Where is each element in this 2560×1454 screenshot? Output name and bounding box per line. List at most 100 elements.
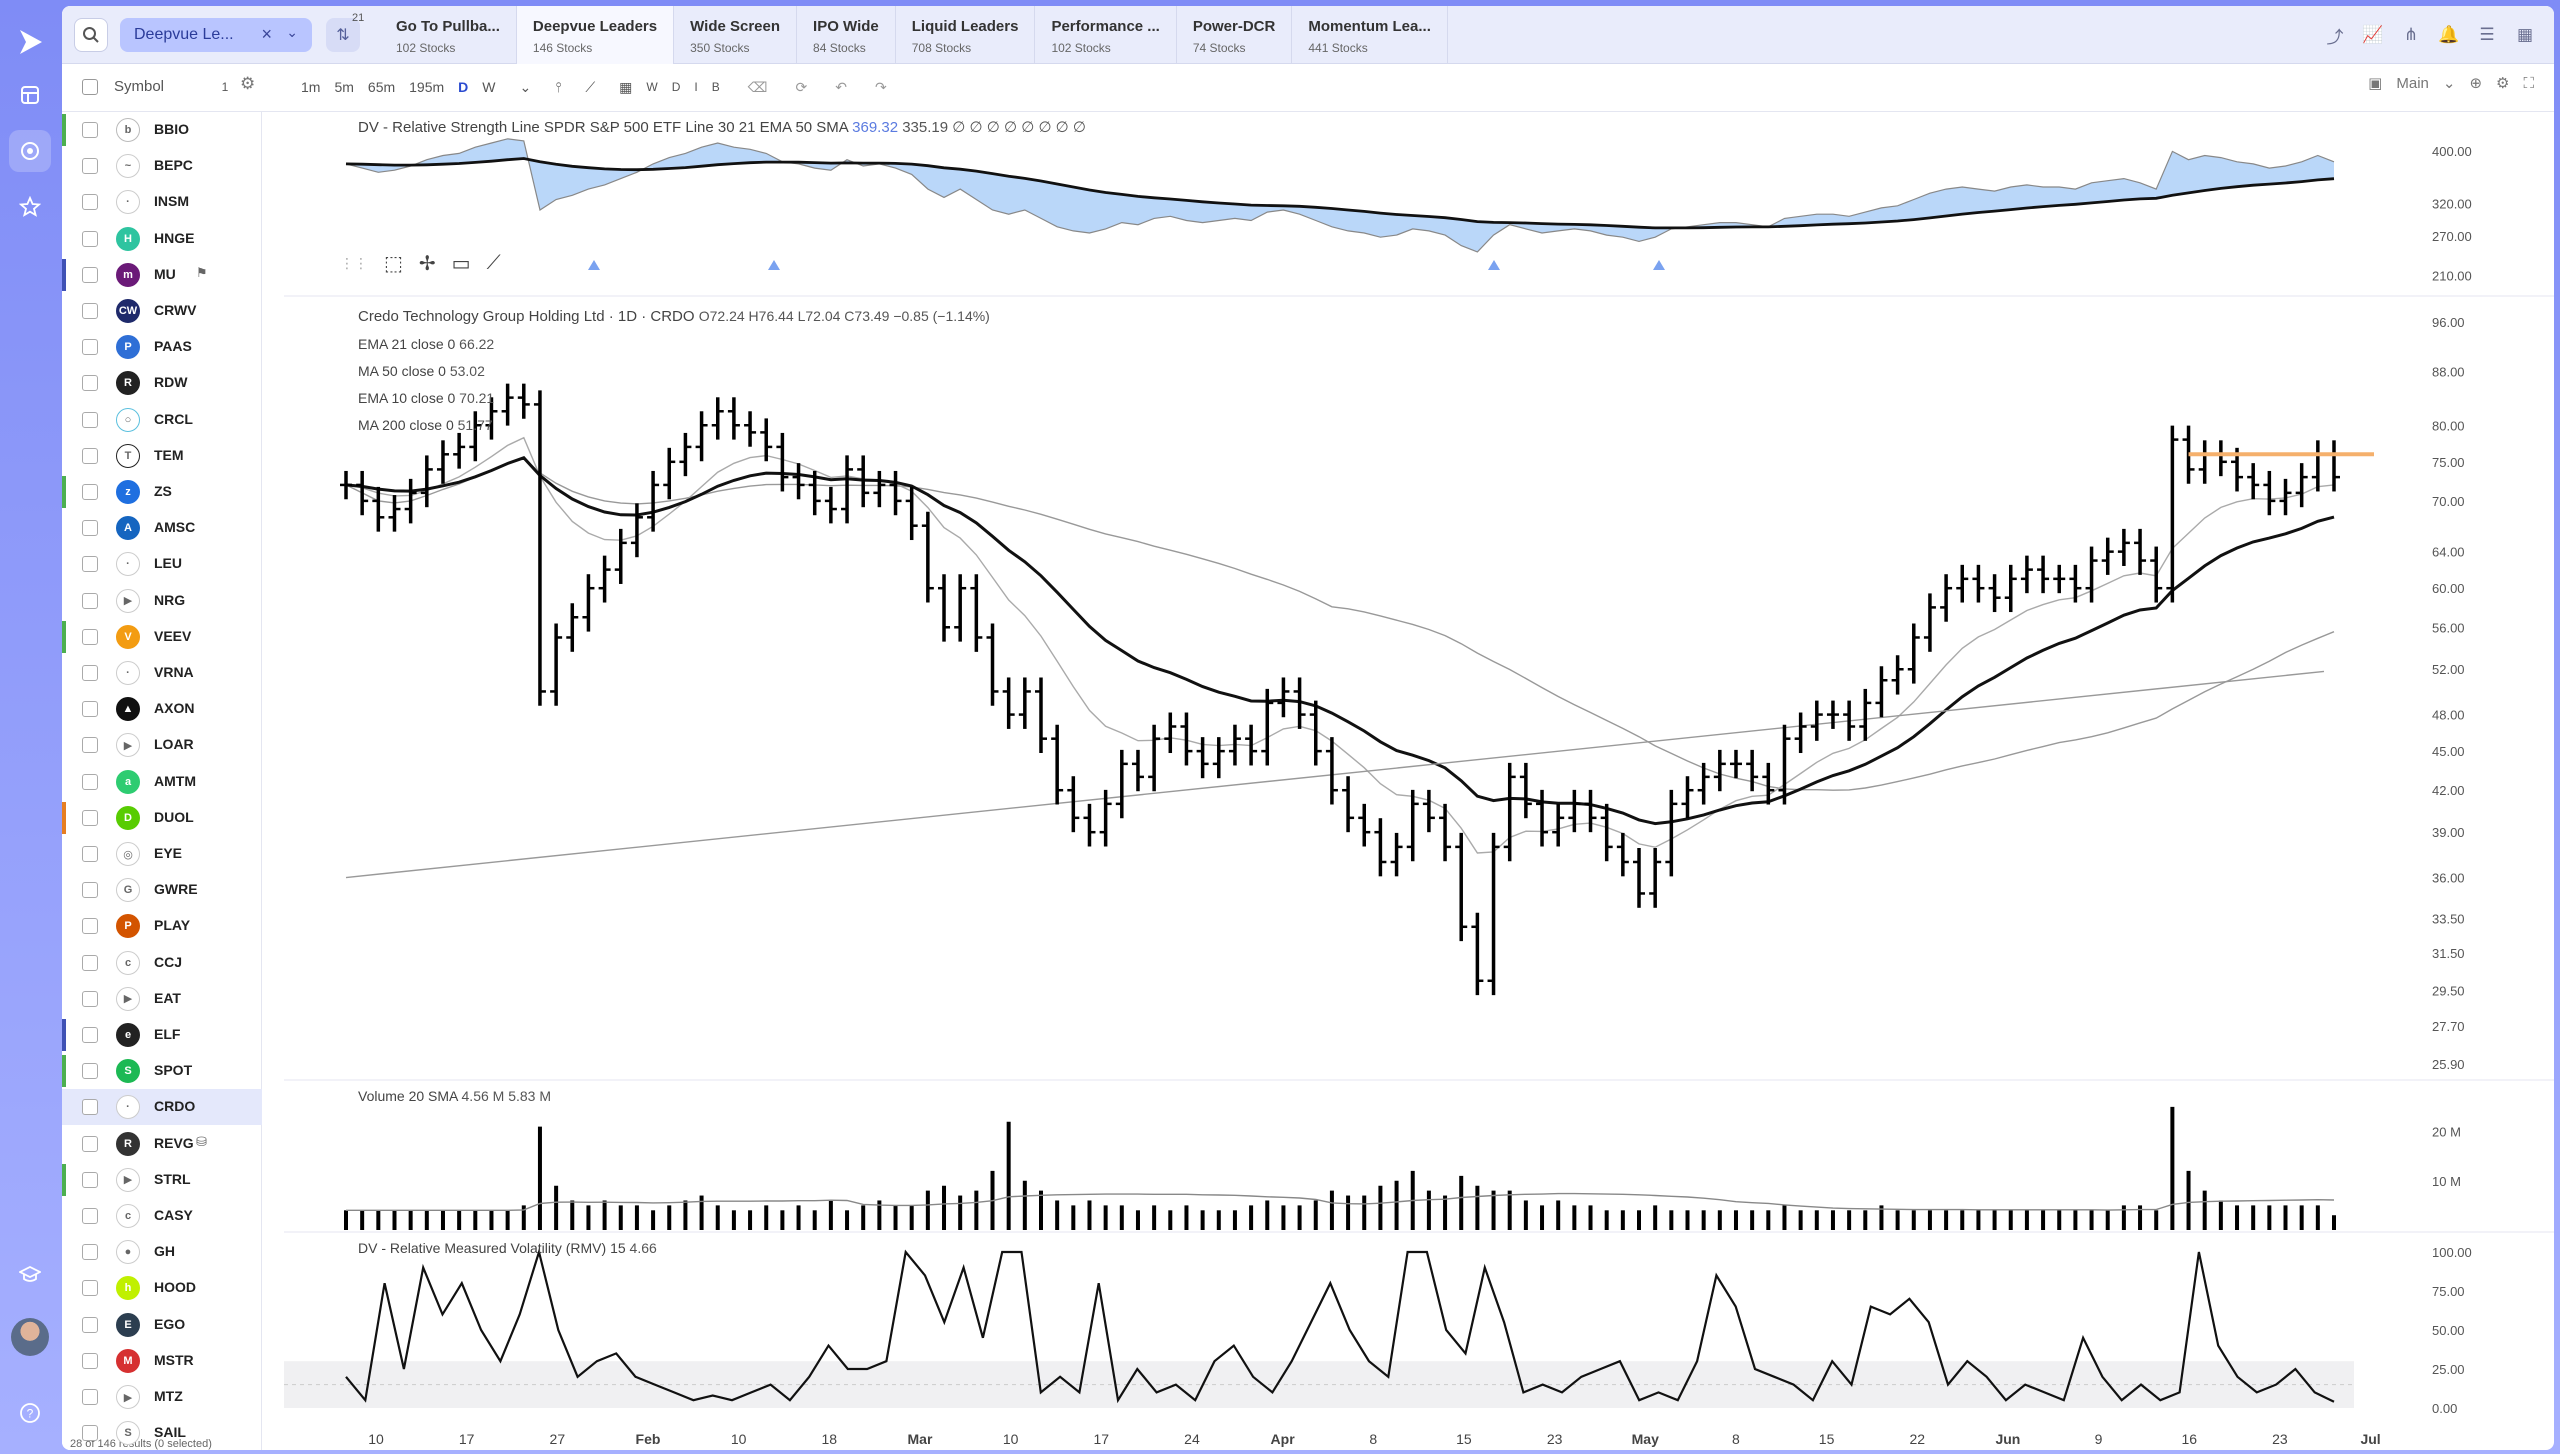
row-checkbox[interactable]: [82, 990, 98, 1007]
row-checkbox[interactable]: [82, 1171, 98, 1188]
user-avatar[interactable]: [11, 1318, 49, 1356]
favorites-star-icon[interactable]: [9, 186, 51, 228]
fullscreen-icon[interactable]: ⛶: [2523, 74, 2534, 92]
tab-7[interactable]: Momentum Lea... 441 Stocks: [1292, 6, 1448, 64]
row-checkbox[interactable]: [82, 1280, 98, 1297]
indicators-icon[interactable]: ⟋: [585, 78, 596, 95]
timeframe-195m[interactable]: 195m: [409, 79, 445, 95]
row-checkbox[interactable]: [82, 701, 98, 718]
symbol-row[interactable]: · INSM: [62, 184, 262, 220]
layout-panel-icon[interactable]: ▣: [2368, 75, 2383, 92]
row-checkbox[interactable]: [82, 303, 98, 319]
symbol-row[interactable]: ◎ EYE: [62, 836, 262, 872]
row-checkbox[interactable]: [82, 1208, 98, 1224]
symbol-row[interactable]: ▶ MTZ: [62, 1379, 262, 1415]
row-checkbox[interactable]: [82, 1316, 98, 1333]
chevron-down-icon[interactable]: ⌄: [519, 78, 532, 95]
watchlist-select[interactable]: Deepvue Le... × ⌄: [120, 18, 312, 52]
symbol-row[interactable]: M MSTR: [62, 1343, 262, 1379]
symbol-row[interactable]: P PAAS: [62, 329, 262, 365]
symbol-row[interactable]: D DUOL: [62, 800, 262, 836]
templates-icon[interactable]: ▦: [619, 78, 633, 95]
symbol-row[interactable]: A AMSC: [62, 510, 262, 546]
row-checkbox[interactable]: [82, 1425, 98, 1442]
symbol-row[interactable]: ▶ LOAR: [62, 727, 262, 763]
timeframe-w[interactable]: W: [482, 79, 496, 95]
symbol-row[interactable]: · CRDO: [62, 1089, 262, 1126]
symbol-row[interactable]: b BBIO: [62, 112, 262, 148]
refresh-icon[interactable]: ⟳: [795, 78, 808, 95]
symbol-row[interactable]: ~ BEPC: [62, 148, 262, 184]
symbol-row[interactable]: S SAIL: [62, 1415, 262, 1450]
row-checkbox[interactable]: [82, 339, 98, 356]
row-checkbox[interactable]: [82, 737, 98, 754]
tab-6[interactable]: Power-DCR 74 Stocks: [1177, 6, 1293, 64]
timeframe-1m[interactable]: 1m: [301, 79, 321, 95]
search-button[interactable]: [74, 18, 108, 52]
symbol-row[interactable]: E EGO: [62, 1307, 262, 1343]
layout-name[interactable]: Main: [2396, 74, 2429, 92]
gear-icon[interactable]: ⚙: [240, 74, 256, 93]
share-icon[interactable]: ⤴: [2326, 27, 2344, 47]
row-checkbox[interactable]: [82, 194, 98, 211]
trendline-tool-icon[interactable]: ⟋: [486, 251, 501, 274]
row-checkbox[interactable]: [82, 809, 98, 826]
period-button-w[interactable]: W: [646, 80, 658, 94]
tab-5[interactable]: Performance ... 102 Stocks: [1035, 6, 1177, 64]
symbol-row[interactable]: z ZS: [62, 474, 262, 510]
clear-watchlist-icon[interactable]: ×: [261, 24, 272, 44]
period-button-i[interactable]: I: [694, 80, 698, 94]
timeframe-d[interactable]: D: [458, 79, 469, 95]
row-checkbox[interactable]: [82, 447, 98, 464]
education-cap-icon[interactable]: [9, 1254, 51, 1296]
symbol-row[interactable]: V VEEV: [62, 619, 262, 655]
timeframe-5m[interactable]: 5m: [334, 79, 354, 95]
row-checkbox[interactable]: [82, 266, 98, 283]
symbol-row[interactable]: R REVG ⛁: [62, 1126, 262, 1162]
row-checkbox[interactable]: [82, 1135, 98, 1152]
row-checkbox[interactable]: [82, 1244, 98, 1261]
row-checkbox[interactable]: [82, 1063, 98, 1080]
symbol-row[interactable]: ▶ STRL: [62, 1162, 262, 1198]
symbol-row[interactable]: ● GH: [62, 1234, 262, 1270]
scanner-icon[interactable]: [9, 130, 51, 172]
tab-3[interactable]: IPO Wide 84 Stocks: [797, 6, 896, 64]
symbol-row[interactable]: ○ CRCL: [62, 402, 262, 438]
row-checkbox[interactable]: [82, 122, 98, 138]
row-checkbox[interactable]: [82, 954, 98, 971]
symbol-column-header[interactable]: Symbol: [114, 78, 165, 95]
symbol-row[interactable]: · LEU: [62, 546, 262, 582]
row-checkbox[interactable]: [82, 1352, 98, 1369]
row-badge-icon[interactable]: ⚑: [196, 264, 208, 280]
compare-icon[interactable]: ⋔: [2403, 25, 2419, 44]
chart-icon[interactable]: 📈: [2362, 25, 2384, 44]
row-checkbox[interactable]: [82, 1099, 98, 1116]
ma-legend-item[interactable]: EMA 10 close 0 70.21: [358, 390, 494, 406]
row-checkbox[interactable]: [82, 411, 98, 428]
filter-sort-button[interactable]: ⇅: [326, 18, 360, 52]
alert-bell-icon[interactable]: 🔔: [2438, 25, 2460, 44]
symbol-row[interactable]: · VRNA: [62, 655, 262, 691]
symbol-row[interactable]: H HNGE: [62, 221, 262, 257]
row-checkbox[interactable]: [82, 918, 98, 935]
eraser-icon[interactable]: ⌫: [747, 78, 768, 95]
ma-legend-item[interactable]: MA 50 close 0 53.02: [358, 363, 485, 379]
symbol-row[interactable]: G GWRE: [62, 872, 262, 908]
select-all-checkbox[interactable]: [82, 79, 98, 95]
drag-handle-icon[interactable]: ⋮⋮: [340, 254, 368, 271]
symbol-row[interactable]: ▶ EAT: [62, 981, 262, 1017]
note-tool-icon[interactable]: ▭: [451, 252, 471, 275]
tab-1[interactable]: Deepvue Leaders 146 Stocks: [516, 6, 675, 64]
row-checkbox[interactable]: [82, 520, 98, 537]
app-logo-icon[interactable]: [12, 24, 48, 60]
symbol-row[interactable]: h HOOD: [62, 1270, 262, 1306]
symbol-row[interactable]: S SPOT: [62, 1053, 262, 1089]
bar-style-icon[interactable]: ⫯: [555, 78, 562, 95]
ma-legend-item[interactable]: MA 200 close 0 51.77: [358, 417, 493, 433]
fib-tool-icon[interactable]: ✢: [418, 252, 436, 275]
symbol-row[interactable]: a AMTM: [62, 764, 262, 800]
row-checkbox[interactable]: [82, 230, 98, 247]
period-button-d[interactable]: D: [671, 80, 681, 94]
row-checkbox[interactable]: [82, 484, 98, 500]
chart-svg[interactable]: 96.0088.0080.0075.0070.0064.0060.0056.00…: [284, 112, 2554, 1450]
